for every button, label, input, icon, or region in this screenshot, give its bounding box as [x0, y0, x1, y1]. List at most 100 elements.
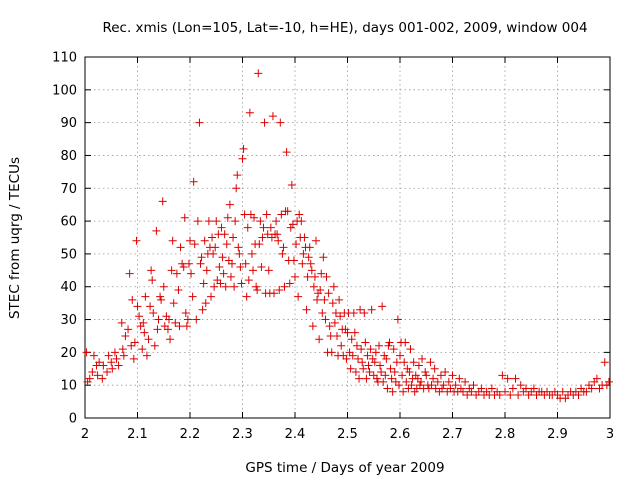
- data-point: [148, 276, 157, 285]
- data-point: [522, 384, 530, 393]
- data-point: [383, 384, 392, 393]
- data-point: [360, 308, 369, 317]
- data-point: [309, 282, 318, 291]
- x-tick-label: 2.6: [390, 427, 411, 442]
- data-point: [166, 335, 175, 344]
- x-tick-label: 2.5: [337, 427, 358, 442]
- data-point: [238, 154, 247, 163]
- data-point: [335, 295, 344, 304]
- data-point: [187, 269, 196, 278]
- data-point: [163, 325, 172, 334]
- data-point: [411, 371, 420, 380]
- data-points: [82, 69, 613, 403]
- data-point: [124, 325, 133, 334]
- data-point: [558, 387, 567, 396]
- data-point: [172, 269, 181, 278]
- data-point: [401, 338, 410, 347]
- data-point: [221, 282, 230, 291]
- data-point: [121, 331, 130, 340]
- data-point: [415, 381, 424, 390]
- data-point: [243, 223, 252, 232]
- data-point: [220, 230, 229, 239]
- data-point: [341, 325, 350, 334]
- data-point: [324, 289, 333, 298]
- data-point: [310, 272, 319, 281]
- data-point: [260, 118, 269, 127]
- data-point: [209, 249, 218, 258]
- data-point: [294, 292, 303, 301]
- data-point: [444, 377, 453, 386]
- data-point: [244, 276, 253, 285]
- data-point: [298, 259, 307, 268]
- data-point: [495, 391, 504, 400]
- y-axis-title: STEC from uqrg / TECUs: [7, 157, 23, 319]
- data-point: [381, 371, 390, 380]
- data-point: [448, 371, 457, 380]
- data-point: [276, 118, 285, 127]
- data-point: [368, 354, 377, 363]
- data-point: [429, 374, 438, 383]
- x-tick-label: 2.9: [547, 427, 568, 442]
- data-point: [477, 384, 486, 393]
- data-point: [304, 253, 313, 262]
- data-point: [321, 315, 330, 324]
- data-point: [363, 351, 372, 360]
- data-point: [389, 345, 398, 354]
- data-point: [292, 240, 301, 249]
- data-point: [83, 377, 92, 386]
- data-point: [197, 253, 206, 262]
- data-point: [217, 223, 226, 232]
- data-point: [417, 377, 425, 386]
- data-point: [282, 148, 291, 157]
- data-point: [574, 391, 583, 400]
- data-point: [112, 354, 121, 363]
- data-point: [182, 322, 191, 331]
- x-tick-label: 2.2: [180, 427, 201, 442]
- data-point: [392, 358, 401, 367]
- data-point: [325, 322, 334, 331]
- data-point: [180, 213, 189, 222]
- data-point: [318, 308, 327, 317]
- data-point: [305, 243, 314, 252]
- data-point: [285, 279, 294, 288]
- data-point: [400, 358, 409, 367]
- data-point: [364, 361, 373, 370]
- data-point: [501, 387, 509, 396]
- data-point: [252, 282, 261, 291]
- data-point: [149, 308, 158, 317]
- data-point: [503, 374, 512, 383]
- data-point: [357, 345, 366, 354]
- data-point: [202, 266, 211, 275]
- data-point: [88, 368, 97, 377]
- data-point: [153, 325, 162, 334]
- data-point: [439, 381, 448, 390]
- data-point: [104, 351, 113, 360]
- y-tick-label: 90: [60, 116, 77, 131]
- data-point: [348, 351, 357, 360]
- x-tick-label: 2.7: [442, 427, 463, 442]
- data-point: [393, 315, 402, 324]
- data-point: [195, 118, 204, 127]
- data-point: [274, 236, 283, 245]
- data-point: [141, 292, 150, 301]
- data-point: [511, 374, 520, 383]
- data-point: [398, 371, 407, 380]
- data-point: [189, 177, 198, 186]
- data-point: [459, 387, 467, 396]
- data-point: [418, 354, 427, 363]
- data-point: [297, 217, 306, 226]
- data-point: [362, 374, 371, 383]
- data-point: [351, 368, 360, 377]
- data-point: [273, 230, 282, 239]
- data-point: [257, 263, 266, 272]
- data-point: [317, 269, 326, 278]
- data-point: [129, 354, 138, 363]
- data-point: [529, 384, 538, 393]
- data-point: [592, 374, 601, 383]
- data-point: [174, 286, 183, 295]
- data-point: [358, 358, 367, 367]
- y-tick-label: 110: [52, 51, 77, 66]
- data-point: [223, 213, 232, 222]
- data-point: [289, 256, 298, 265]
